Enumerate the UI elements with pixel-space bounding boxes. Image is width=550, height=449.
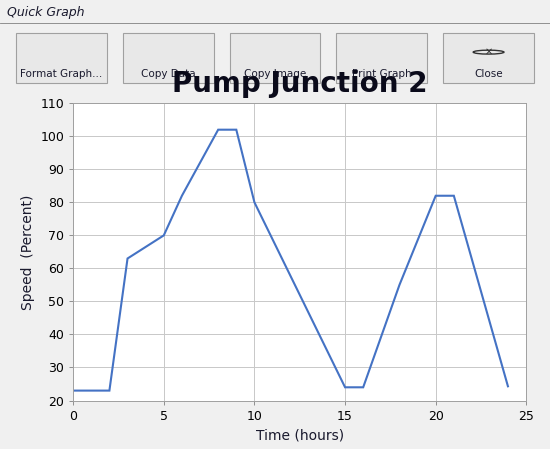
Text: Format Graph...: Format Graph...	[20, 69, 102, 79]
FancyBboxPatch shape	[230, 33, 320, 83]
FancyBboxPatch shape	[123, 33, 213, 83]
Text: Close: Close	[474, 69, 503, 79]
Text: Copy Image: Copy Image	[244, 69, 306, 79]
FancyBboxPatch shape	[337, 33, 427, 83]
FancyBboxPatch shape	[443, 33, 534, 83]
Y-axis label: Speed  (Percent): Speed (Percent)	[21, 194, 35, 309]
Text: ✕: ✕	[485, 47, 493, 57]
Title: Pump Junction 2: Pump Junction 2	[172, 70, 427, 98]
X-axis label: Time (hours): Time (hours)	[256, 428, 344, 442]
Text: Quick Graph: Quick Graph	[7, 6, 85, 19]
Text: Copy Data: Copy Data	[141, 69, 195, 79]
Text: Print Graph: Print Graph	[352, 69, 411, 79]
FancyBboxPatch shape	[16, 33, 107, 83]
